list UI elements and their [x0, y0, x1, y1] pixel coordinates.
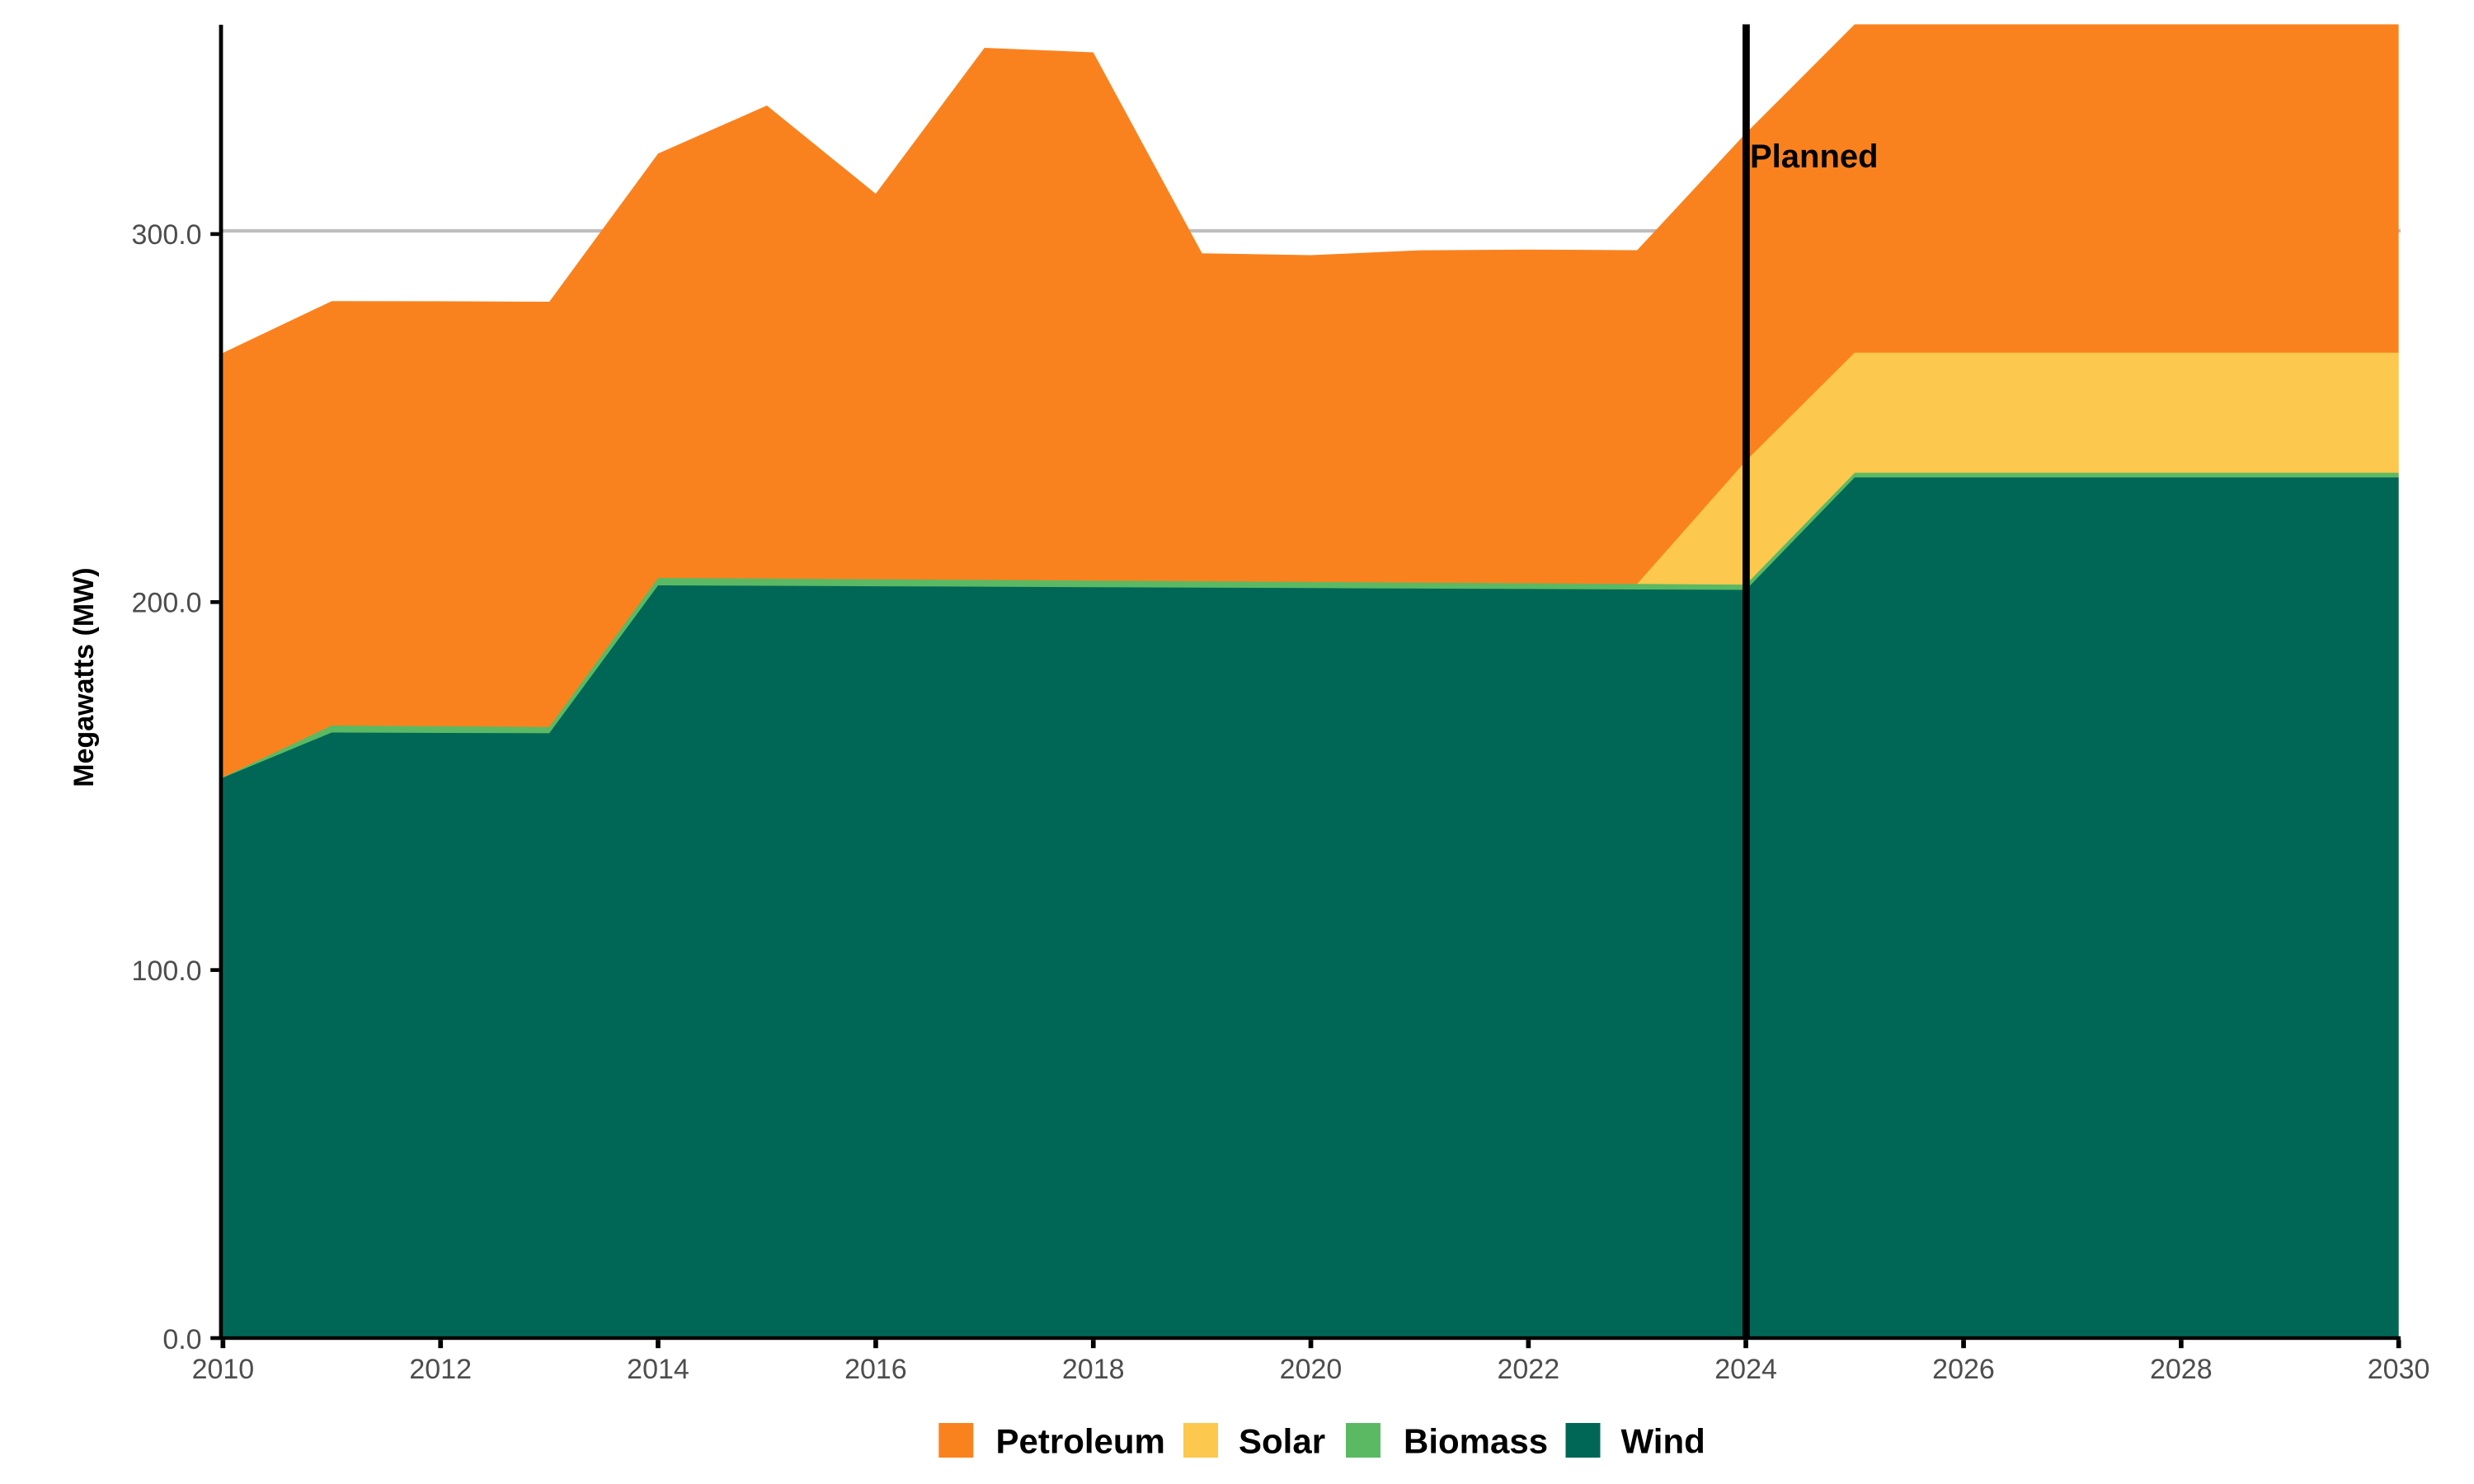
svg-text:Megawatts (MW): Megawatts (MW)	[68, 567, 100, 787]
svg-text:2018: 2018	[1062, 1354, 1125, 1385]
svg-text:2016: 2016	[844, 1354, 907, 1385]
svg-text:Wind: Wind	[1621, 1422, 1705, 1461]
svg-text:2010: 2010	[192, 1354, 255, 1385]
svg-text:Petroleum: Petroleum	[996, 1422, 1165, 1461]
svg-text:2024: 2024	[1714, 1354, 1777, 1385]
svg-text:2020: 2020	[1280, 1354, 1343, 1385]
svg-text:200.0: 200.0	[132, 588, 202, 619]
svg-text:100.0: 100.0	[132, 956, 202, 987]
svg-text:Biomass: Biomass	[1404, 1422, 1548, 1461]
svg-text:Planned: Planned	[1750, 139, 1879, 175]
svg-text:2026: 2026	[1932, 1354, 1995, 1385]
svg-text:300.0: 300.0	[132, 219, 202, 251]
svg-text:Solar: Solar	[1239, 1422, 1325, 1461]
svg-text:0.0: 0.0	[162, 1324, 201, 1355]
svg-text:2012: 2012	[409, 1354, 472, 1385]
svg-text:2030: 2030	[2368, 1354, 2430, 1385]
svg-text:2014: 2014	[627, 1354, 689, 1385]
svg-text:2028: 2028	[2150, 1354, 2213, 1385]
svg-text:2022: 2022	[1497, 1354, 1559, 1385]
